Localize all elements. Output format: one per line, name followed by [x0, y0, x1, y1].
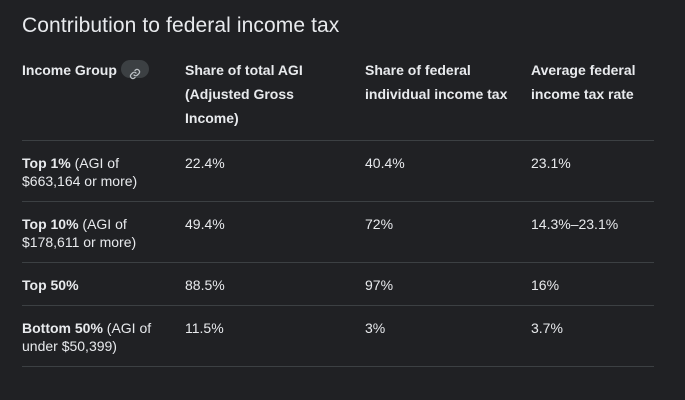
income-group-note: (AGI of under $50,399) [22, 320, 152, 354]
income-group-cell: Top 10% (AGI of $178,611 or more) [22, 215, 172, 251]
tax-share-cell: 40.4% [365, 155, 405, 171]
avg-rate-cell: 23.1% [531, 155, 571, 171]
income-group-name: Top 50% [22, 277, 79, 293]
avg-rate-cell: 3.7% [531, 320, 563, 336]
agi-share-cell: 11.5% [185, 320, 224, 336]
table-row: Top 10% (AGI of $178,611 or more) 49.4% … [22, 202, 654, 263]
table-header: Income Group Share of total AGI (Adjuste… [22, 58, 654, 141]
agi-share-cell: 49.4% [185, 216, 225, 232]
source-link-button[interactable] [120, 60, 149, 80]
header-agi-share: Share of total AGI (Adjusted Gross Incom… [185, 62, 303, 126]
income-group-cell: Bottom 50% (AGI of under $50,399) [22, 319, 172, 355]
header-income-group: Income Group [22, 58, 172, 82]
tax-share-cell: 97% [365, 277, 394, 293]
tax-share-cell: 3% [365, 320, 386, 336]
income-group-name: Bottom 50% [22, 320, 103, 336]
income-group-cell: Top 50% [22, 276, 172, 294]
agi-share-cell: 22.4% [185, 155, 225, 171]
agi-share-cell: 88.5% [185, 277, 225, 293]
header-income-group-label: Income Group [22, 62, 117, 78]
income-group-name: Top 10% [22, 216, 79, 232]
table-row: Bottom 50% (AGI of under $50,399) 11.5% … [22, 306, 654, 367]
income-group-note: (AGI of $663,164 or more) [22, 155, 138, 189]
avg-rate-cell: 14.3%–23.1% [531, 216, 619, 232]
avg-rate-cell: 16% [531, 277, 560, 293]
header-avg-rate: Average federal income tax rate [531, 62, 636, 102]
link-icon [129, 69, 140, 80]
income-group-note: (AGI of $178,611 or more) [22, 216, 137, 250]
table-row: Top 50% 88.5% 97% 16% [22, 263, 654, 306]
table-row: Top 1% (AGI of $663,164 or more) 22.4% 4… [22, 141, 654, 202]
income-group-name: Top 1% [22, 155, 71, 171]
header-tax-share: Share of federal individual income tax [365, 62, 508, 102]
card-title: Contribution to federal income tax [22, 14, 340, 37]
income-group-cell: Top 1% (AGI of $663,164 or more) [22, 154, 172, 190]
tax-share-cell: 72% [365, 216, 394, 232]
